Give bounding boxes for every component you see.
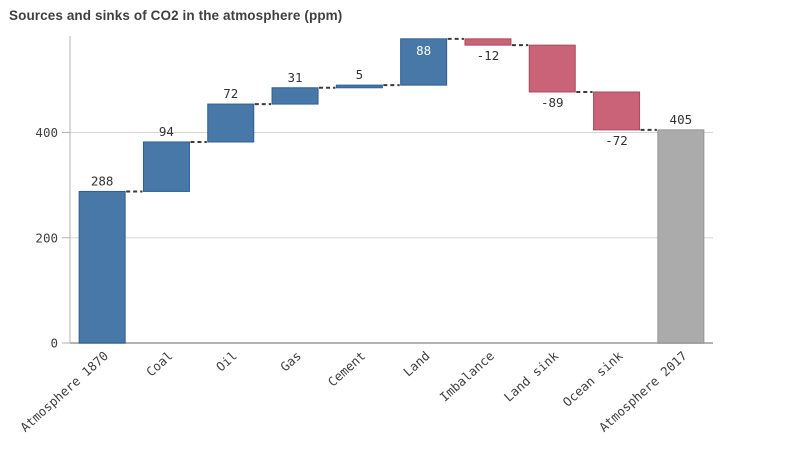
y-axis-tick-label: 0 [50,336,58,351]
x-axis-label: Atmosphere 1870 [17,348,111,435]
x-axis-label: Gas [277,348,304,374]
x-axis-label: Land sink [501,348,562,405]
bar-imbalance[interactable] [464,38,512,46]
x-axis-label: Land [400,348,432,379]
bar-cement[interactable] [335,84,383,89]
value-label: 288 [91,173,114,188]
value-label: 94 [159,124,174,139]
x-axis-label: Imbalance [437,348,497,404]
bar-coal[interactable] [142,141,190,192]
value-label: 405 [670,112,693,127]
value-label: 5 [356,67,364,82]
bar-atmosphere-1870[interactable] [78,190,126,344]
chart-title: Sources and sinks of CO2 in the atmosphe… [9,8,343,23]
bar-land[interactable] [400,38,448,86]
bar-land-sink[interactable] [528,44,576,93]
x-axis-label: Oil [213,348,240,374]
bar-ocean-sink[interactable] [593,91,641,131]
y-axis-tick-label: 200 [35,230,58,245]
value-label: -89 [541,95,564,110]
value-label: -72 [605,133,628,148]
bar-atmosphere-2017[interactable] [657,129,705,344]
bar-gas[interactable] [271,87,319,105]
bar-oil[interactable] [207,103,255,143]
x-axis-label: Coal [143,348,175,379]
y-axis-tick-label: 400 [35,125,58,140]
value-label: 72 [223,86,238,101]
value-label: 88 [416,43,431,58]
x-axis-label: Cement [325,348,369,389]
value-label: -12 [477,48,500,63]
x-axis-label: Ocean sink [560,348,626,410]
value-label: 31 [288,70,303,85]
